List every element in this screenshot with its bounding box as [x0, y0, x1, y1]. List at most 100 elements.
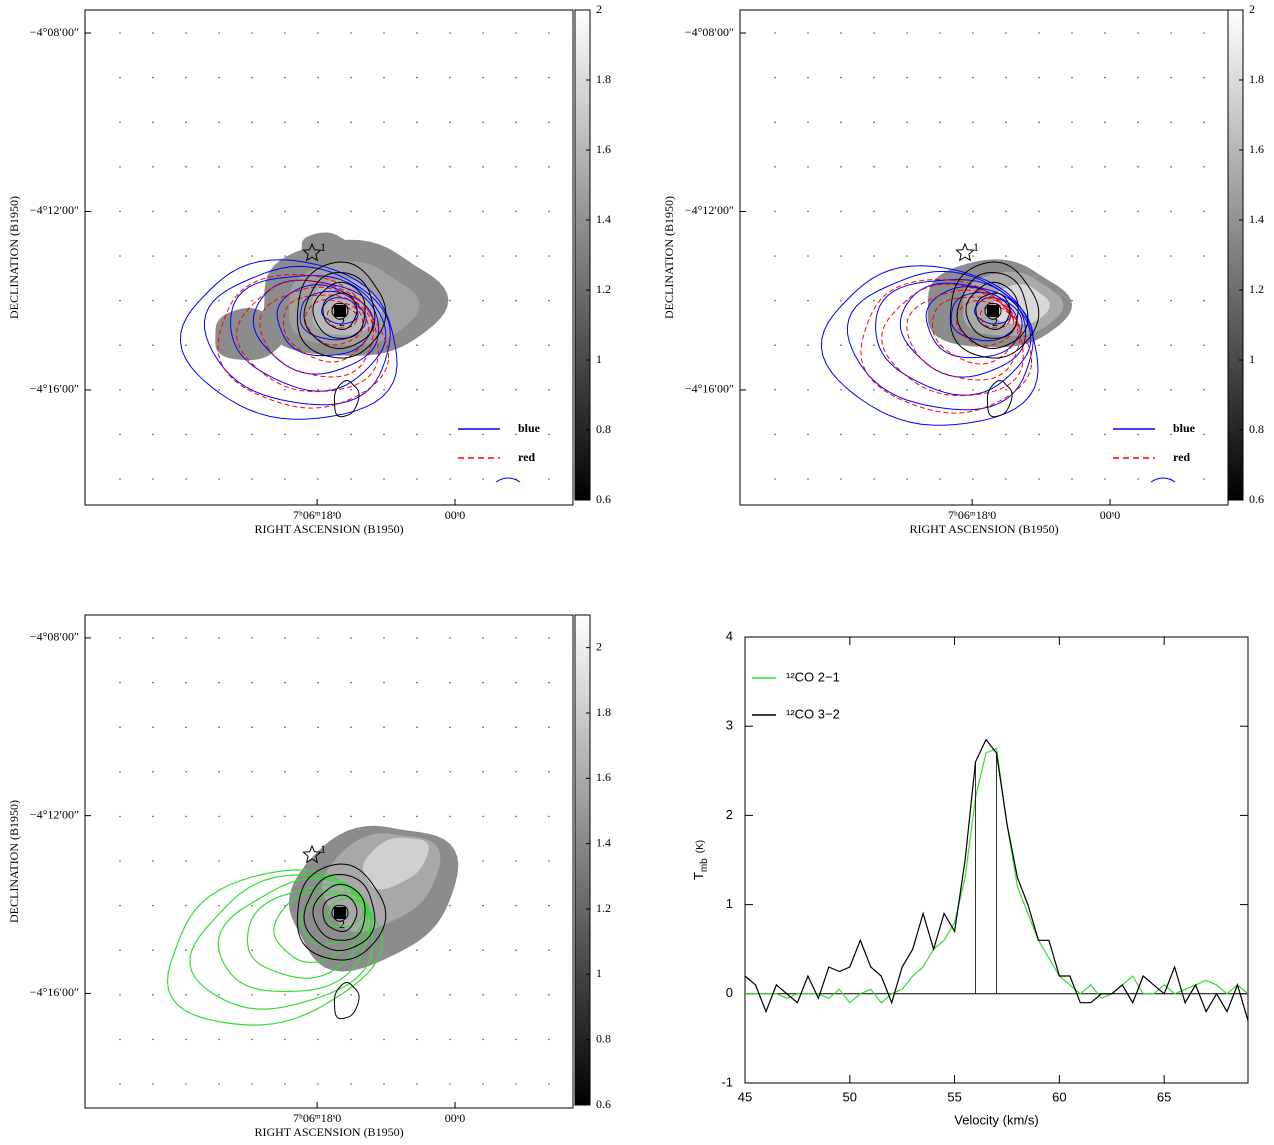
- red-contour: [906, 289, 1021, 381]
- black-contour: [303, 271, 376, 350]
- colorbar-tick-label: 1.6: [596, 770, 611, 784]
- grid-dot: [350, 681, 352, 684]
- x-tick-label: 00ˢ0: [1100, 508, 1121, 522]
- grid-dot: [416, 121, 418, 123]
- colorbar-tick-label: 2: [596, 2, 602, 16]
- y-tick-label: 1: [726, 896, 733, 911]
- y-tick-label: −4°16′00″: [685, 382, 734, 396]
- grid-dot: [185, 637, 187, 639]
- grid-dot: [548, 344, 550, 347]
- grid-dot: [906, 299, 908, 302]
- grid-dot: [317, 433, 319, 436]
- grid-dot: [416, 344, 418, 347]
- grid-dot: [1005, 76, 1007, 79]
- grid-dot: [807, 76, 809, 79]
- source-label: 1: [320, 842, 326, 856]
- grid-dot: [1137, 121, 1139, 123]
- grid-dot: [218, 904, 220, 907]
- grid-dot: [119, 860, 121, 862]
- grid-dot: [284, 994, 286, 996]
- grid-dot: [482, 637, 484, 639]
- grid-dot: [515, 637, 517, 639]
- grid-dot: [840, 255, 842, 257]
- grid-dot: [284, 815, 286, 818]
- grid-dot: [515, 433, 517, 436]
- grid-dot: [482, 949, 484, 951]
- grid-dot: [284, 478, 286, 480]
- grid-dot: [350, 210, 352, 213]
- grid-dot: [152, 726, 154, 728]
- grid-dot: [449, 1038, 451, 1041]
- colorbar-tick-label: 1.8: [1249, 72, 1264, 86]
- grid-dot: [284, 771, 286, 773]
- blue-contour: [846, 270, 1034, 411]
- black-contour: [975, 292, 1011, 331]
- x-tick-label: 55: [947, 1089, 961, 1104]
- grid-dot: [482, 344, 484, 347]
- blue-contour: [820, 265, 1039, 426]
- grid-dot: [1104, 478, 1106, 480]
- y-tick-label: −4°08′00″: [30, 25, 79, 39]
- grid-dot: [807, 433, 809, 436]
- grid-dot: [774, 255, 776, 257]
- grid-dot: [119, 255, 121, 257]
- green-contour: [217, 877, 373, 992]
- x-tick-label: 65: [1157, 1089, 1171, 1104]
- grid-dot: [840, 76, 842, 79]
- grid-dot: [317, 1083, 319, 1085]
- grid-dot: [185, 994, 187, 996]
- grid-dot: [119, 121, 121, 123]
- y-tick-label: −4°16′00″: [30, 985, 79, 999]
- grid-dot: [350, 994, 352, 996]
- grid-dot: [152, 344, 154, 347]
- blue-contour: [321, 297, 359, 325]
- grid-dot: [218, 32, 220, 34]
- grid-dot: [416, 255, 418, 257]
- black-contour: [312, 883, 366, 941]
- grid-dot: [284, 121, 286, 123]
- grid-dot: [218, 681, 220, 684]
- blue-contour: [179, 259, 398, 420]
- y-tick-label: -1: [721, 1074, 733, 1089]
- grid-dot: [548, 637, 550, 639]
- source-label: 1: [973, 240, 979, 254]
- spectrum-panel: 45 50 55 60 65 -1 0 1 2 3 4 Velocity (km/s) Tmb (K) ¹²…: [691, 628, 1249, 1127]
- grid-dot: [449, 299, 451, 302]
- grid-dot: [840, 210, 842, 213]
- grid-dot: [185, 32, 187, 34]
- grid-dot: [906, 121, 908, 123]
- grid-dot: [840, 389, 842, 391]
- y-tick-label: −4°12′00″: [30, 807, 79, 821]
- grid-dot: [515, 344, 517, 347]
- grid-dot: [774, 344, 776, 347]
- grid-dot: [152, 121, 154, 123]
- grid-dot: [1005, 389, 1007, 391]
- grid-dot: [119, 994, 121, 996]
- grid-dot: [548, 681, 550, 684]
- x-tick-label: 50: [843, 1089, 857, 1104]
- grid-dot: [251, 949, 253, 951]
- grid-dot: [416, 994, 418, 996]
- grid-dot: [152, 860, 154, 862]
- grid-dot: [1005, 478, 1007, 480]
- grid-dot: [1203, 255, 1205, 257]
- grid-dot: [218, 76, 220, 79]
- grid-dot: [284, 860, 286, 862]
- grid-dot: [251, 166, 253, 168]
- grid-dot: [251, 637, 253, 639]
- grid-dot: [449, 949, 451, 951]
- grid-dot: [972, 121, 974, 123]
- grid-dot: [807, 478, 809, 480]
- colorbar-tick-label: 2: [596, 639, 602, 653]
- grid-dot: [383, 1083, 385, 1085]
- grid-dot: [152, 994, 154, 996]
- grid-dot: [317, 681, 319, 684]
- source-marker: [334, 305, 346, 317]
- grid-dot: [482, 166, 484, 168]
- grid-dot: [1005, 32, 1007, 34]
- legend-label: red: [518, 450, 535, 464]
- grid-dot: [119, 726, 121, 728]
- grid-dot: [873, 76, 875, 79]
- grid-dot: [972, 76, 974, 79]
